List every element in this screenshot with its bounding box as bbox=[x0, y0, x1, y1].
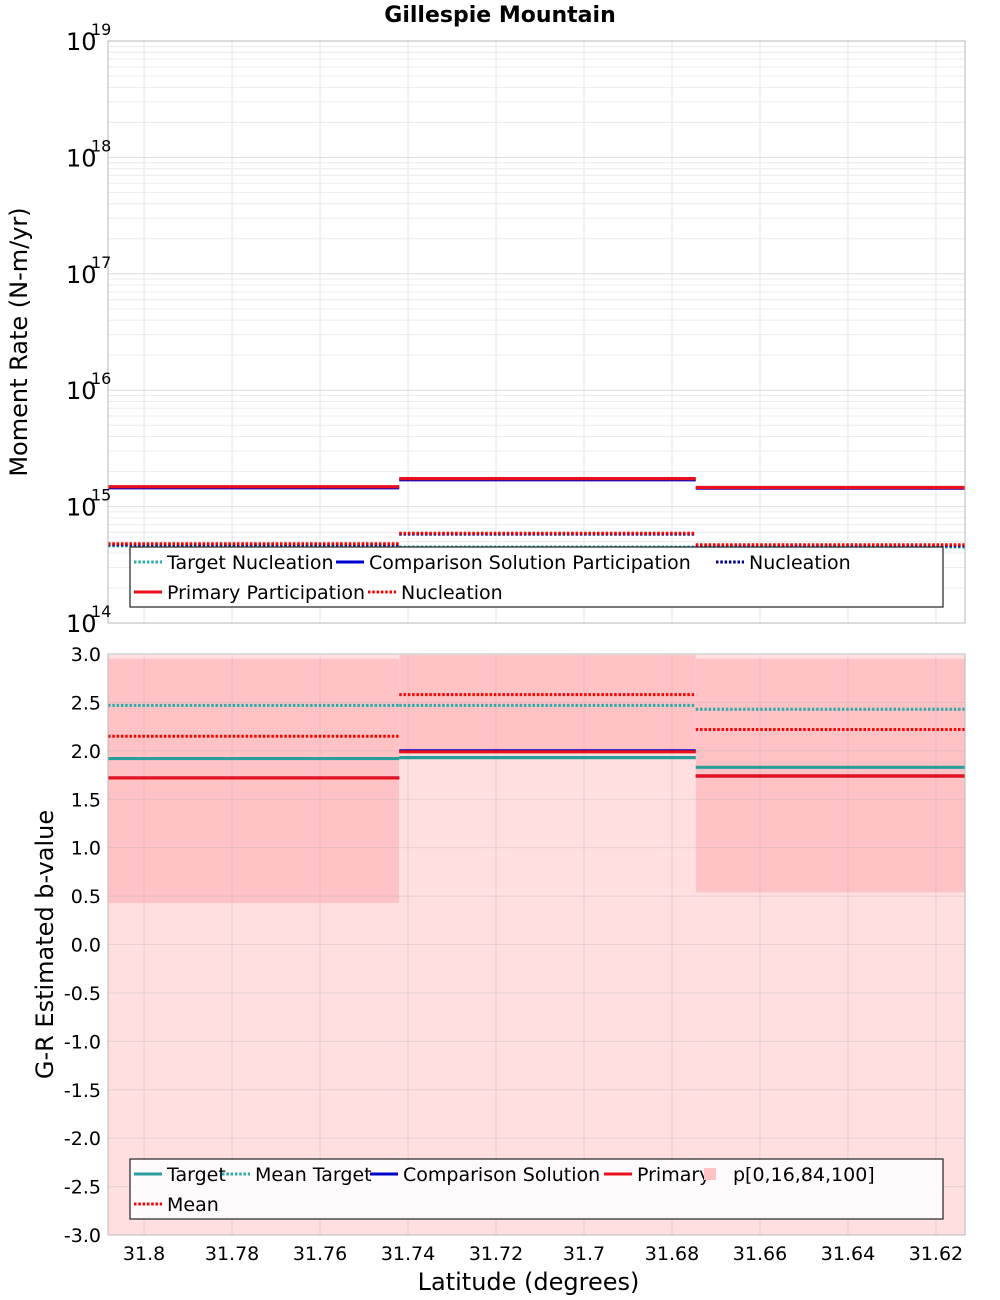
y-tick-exponent: 15 bbox=[91, 486, 111, 505]
y-tick-label: -2.0 bbox=[64, 1128, 101, 1150]
y-tick-label: 1.5 bbox=[71, 789, 101, 811]
legend-label: Target bbox=[166, 1164, 226, 1186]
x-tick-label: 31.78 bbox=[205, 1243, 259, 1265]
legend-box bbox=[129, 546, 944, 608]
legend-item: Target bbox=[134, 1164, 226, 1186]
y-tick-label: 0.0 bbox=[71, 935, 101, 957]
legend-item: Primary bbox=[604, 1164, 710, 1186]
y-tick-label: 10 bbox=[66, 377, 97, 405]
b-value-y-axis-label: G-R Estimated b-value bbox=[31, 810, 59, 1079]
x-tick-label: 31.72 bbox=[469, 1243, 523, 1265]
x-tick-label: 31.8 bbox=[123, 1243, 165, 1265]
series-nucleation bbox=[108, 531, 965, 547]
series-target bbox=[108, 756, 965, 769]
y-tick-exponent: 16 bbox=[91, 369, 111, 388]
legend-label: Primary Participation bbox=[167, 582, 365, 604]
b-value-series bbox=[108, 693, 965, 780]
x-tick-label: 31.74 bbox=[381, 1243, 435, 1265]
legend-label: Nucleation bbox=[401, 582, 503, 604]
x-tick-label: 31.76 bbox=[293, 1243, 347, 1265]
y-tick-label: 2.5 bbox=[71, 692, 101, 714]
y-tick-label: 10 bbox=[66, 28, 97, 56]
moment-rate-frame bbox=[107, 40, 966, 624]
moment-rate-plot-area bbox=[108, 41, 965, 623]
x-tick-label: 31.68 bbox=[645, 1243, 699, 1265]
legend-label: Mean bbox=[167, 1194, 219, 1216]
legend-item: Mean bbox=[134, 1194, 219, 1216]
y-tick-exponent: 18 bbox=[91, 136, 111, 155]
b-value-panel: -3.0 -2.5 -2.0 -1.5 -1.0 -0.5 0.0 0.5 1.0 1.5 2.0 2… bbox=[31, 644, 966, 1296]
b-value-y-ticks: -3.0 -2.5 -2.0 -1.5 -1.0 -0.5 0.0 0.5 1.0 1.5 2.0 2… bbox=[64, 644, 101, 1247]
y-tick-label: -0.5 bbox=[64, 983, 101, 1005]
x-tick-label: 31.66 bbox=[733, 1243, 787, 1265]
legend-label: Comparison Solution bbox=[403, 1164, 600, 1186]
latitude-x-axis-label: Latitude (degrees) bbox=[418, 1268, 640, 1296]
y-tick-label: -2.5 bbox=[64, 1177, 101, 1199]
x-tick-label: 31.62 bbox=[909, 1243, 963, 1265]
legend-item: Mean Target bbox=[222, 1164, 372, 1186]
legend-item: Comparison Solution bbox=[370, 1164, 600, 1186]
series-mean bbox=[108, 693, 965, 738]
chart-title: Gillespie Mountain bbox=[384, 3, 615, 28]
x-tick-label: 31.7 bbox=[563, 1243, 605, 1265]
legend-item: Nucleation bbox=[368, 582, 503, 604]
legend-label: p[0,16,84,100] bbox=[733, 1164, 875, 1186]
legend-label: Target Nucleation bbox=[166, 552, 334, 574]
moment-rate-y-axis-label: Moment Rate (N-m/yr) bbox=[5, 207, 33, 476]
b-value-legend: Target Mean Target Comparison Solution Prim… bbox=[129, 1158, 944, 1220]
y-tick-exponent: 19 bbox=[91, 20, 111, 39]
legend-label: Comparison Solution Participation bbox=[369, 552, 691, 574]
y-tick-label: 2.0 bbox=[71, 741, 101, 763]
legend-label: Nucleation bbox=[749, 552, 851, 574]
y-tick-label: 0.5 bbox=[71, 886, 101, 908]
legend-item: p[0,16,84,100] bbox=[704, 1164, 875, 1186]
legend-item: Primary Participation bbox=[134, 582, 365, 604]
legend-box bbox=[129, 1158, 944, 1220]
b-value-frame bbox=[107, 653, 966, 1236]
legend-item: Nucleation bbox=[716, 552, 851, 574]
series-primary-participation bbox=[108, 477, 965, 490]
series-mean-target bbox=[108, 703, 965, 711]
y-tick-label: -3.0 bbox=[64, 1225, 101, 1247]
percentile-band-inner bbox=[108, 658, 400, 903]
y-tick-label: 10 bbox=[66, 144, 97, 172]
legend-swatch bbox=[704, 1168, 716, 1180]
y-tick-label: 10 bbox=[66, 494, 97, 522]
legend-label: Mean Target bbox=[255, 1164, 372, 1186]
moment-rate-legend: Target Nucleation Comparison Solution Par… bbox=[129, 546, 944, 608]
y-tick-label: -1.5 bbox=[64, 1080, 101, 1102]
y-tick-label: 3.0 bbox=[71, 644, 101, 666]
y-tick-label: 10 bbox=[66, 261, 97, 289]
y-tick-exponent: 17 bbox=[91, 253, 111, 272]
legend-label: Primary bbox=[637, 1164, 710, 1186]
y-tick-label: 10 bbox=[66, 610, 97, 638]
y-tick-label: -1.0 bbox=[64, 1031, 101, 1053]
legend-item: Target Nucleation bbox=[134, 552, 334, 574]
x-tick-label: 31.64 bbox=[821, 1243, 875, 1265]
y-tick-exponent: 14 bbox=[91, 602, 111, 621]
latitude-x-ticks: 31.8 31.78 31.76 31.74 31.72 31.7 31.68 31.66 31… bbox=[123, 1243, 963, 1265]
series-primary bbox=[108, 750, 965, 780]
legend-item: Comparison Solution Participation bbox=[336, 552, 691, 574]
y-tick-label: 1.0 bbox=[71, 838, 101, 860]
